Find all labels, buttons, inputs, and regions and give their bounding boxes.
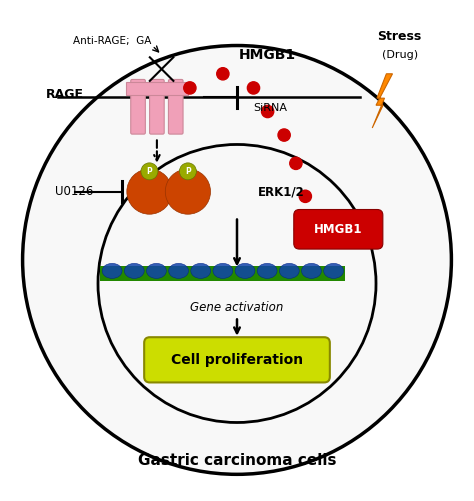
Circle shape (247, 82, 260, 94)
FancyBboxPatch shape (294, 209, 383, 249)
Circle shape (290, 157, 302, 169)
Ellipse shape (102, 264, 122, 279)
Circle shape (217, 68, 229, 80)
Text: P: P (185, 167, 191, 176)
Ellipse shape (124, 264, 144, 279)
FancyBboxPatch shape (168, 80, 183, 134)
Ellipse shape (146, 264, 166, 279)
Polygon shape (372, 74, 392, 128)
FancyBboxPatch shape (131, 80, 146, 134)
Text: RAGE: RAGE (46, 88, 84, 101)
Circle shape (180, 163, 196, 180)
Bar (100, 266, 346, 281)
Bar (126, 82, 188, 95)
Text: HMGB1: HMGB1 (314, 223, 363, 236)
Ellipse shape (169, 264, 189, 279)
FancyBboxPatch shape (150, 80, 164, 134)
Circle shape (278, 129, 290, 141)
Text: ERK1/2: ERK1/2 (258, 185, 305, 198)
Text: Gastric carcinoma cells: Gastric carcinoma cells (138, 453, 336, 468)
FancyBboxPatch shape (144, 337, 330, 382)
Circle shape (165, 169, 210, 214)
Ellipse shape (324, 264, 344, 279)
Circle shape (262, 105, 274, 118)
Ellipse shape (279, 264, 299, 279)
Text: HMGB1: HMGB1 (239, 48, 296, 62)
Text: Gene activation: Gene activation (191, 302, 283, 315)
Circle shape (294, 223, 307, 235)
Text: SiRNA: SiRNA (254, 103, 288, 113)
Circle shape (141, 163, 158, 180)
Circle shape (299, 190, 311, 202)
Ellipse shape (23, 46, 451, 474)
Ellipse shape (301, 264, 321, 279)
Text: Stress: Stress (377, 30, 422, 43)
Circle shape (127, 169, 172, 214)
Ellipse shape (213, 264, 233, 279)
Text: Cell proliferation: Cell proliferation (171, 353, 303, 367)
Ellipse shape (235, 264, 255, 279)
Text: U0126: U0126 (55, 185, 94, 198)
Ellipse shape (191, 264, 210, 279)
Ellipse shape (257, 264, 277, 279)
Text: Anti-RAGE;  GA: Anti-RAGE; GA (73, 36, 151, 46)
Text: (Drug): (Drug) (382, 50, 418, 60)
Text: P: P (146, 167, 152, 176)
Ellipse shape (98, 144, 376, 422)
Circle shape (184, 82, 196, 94)
